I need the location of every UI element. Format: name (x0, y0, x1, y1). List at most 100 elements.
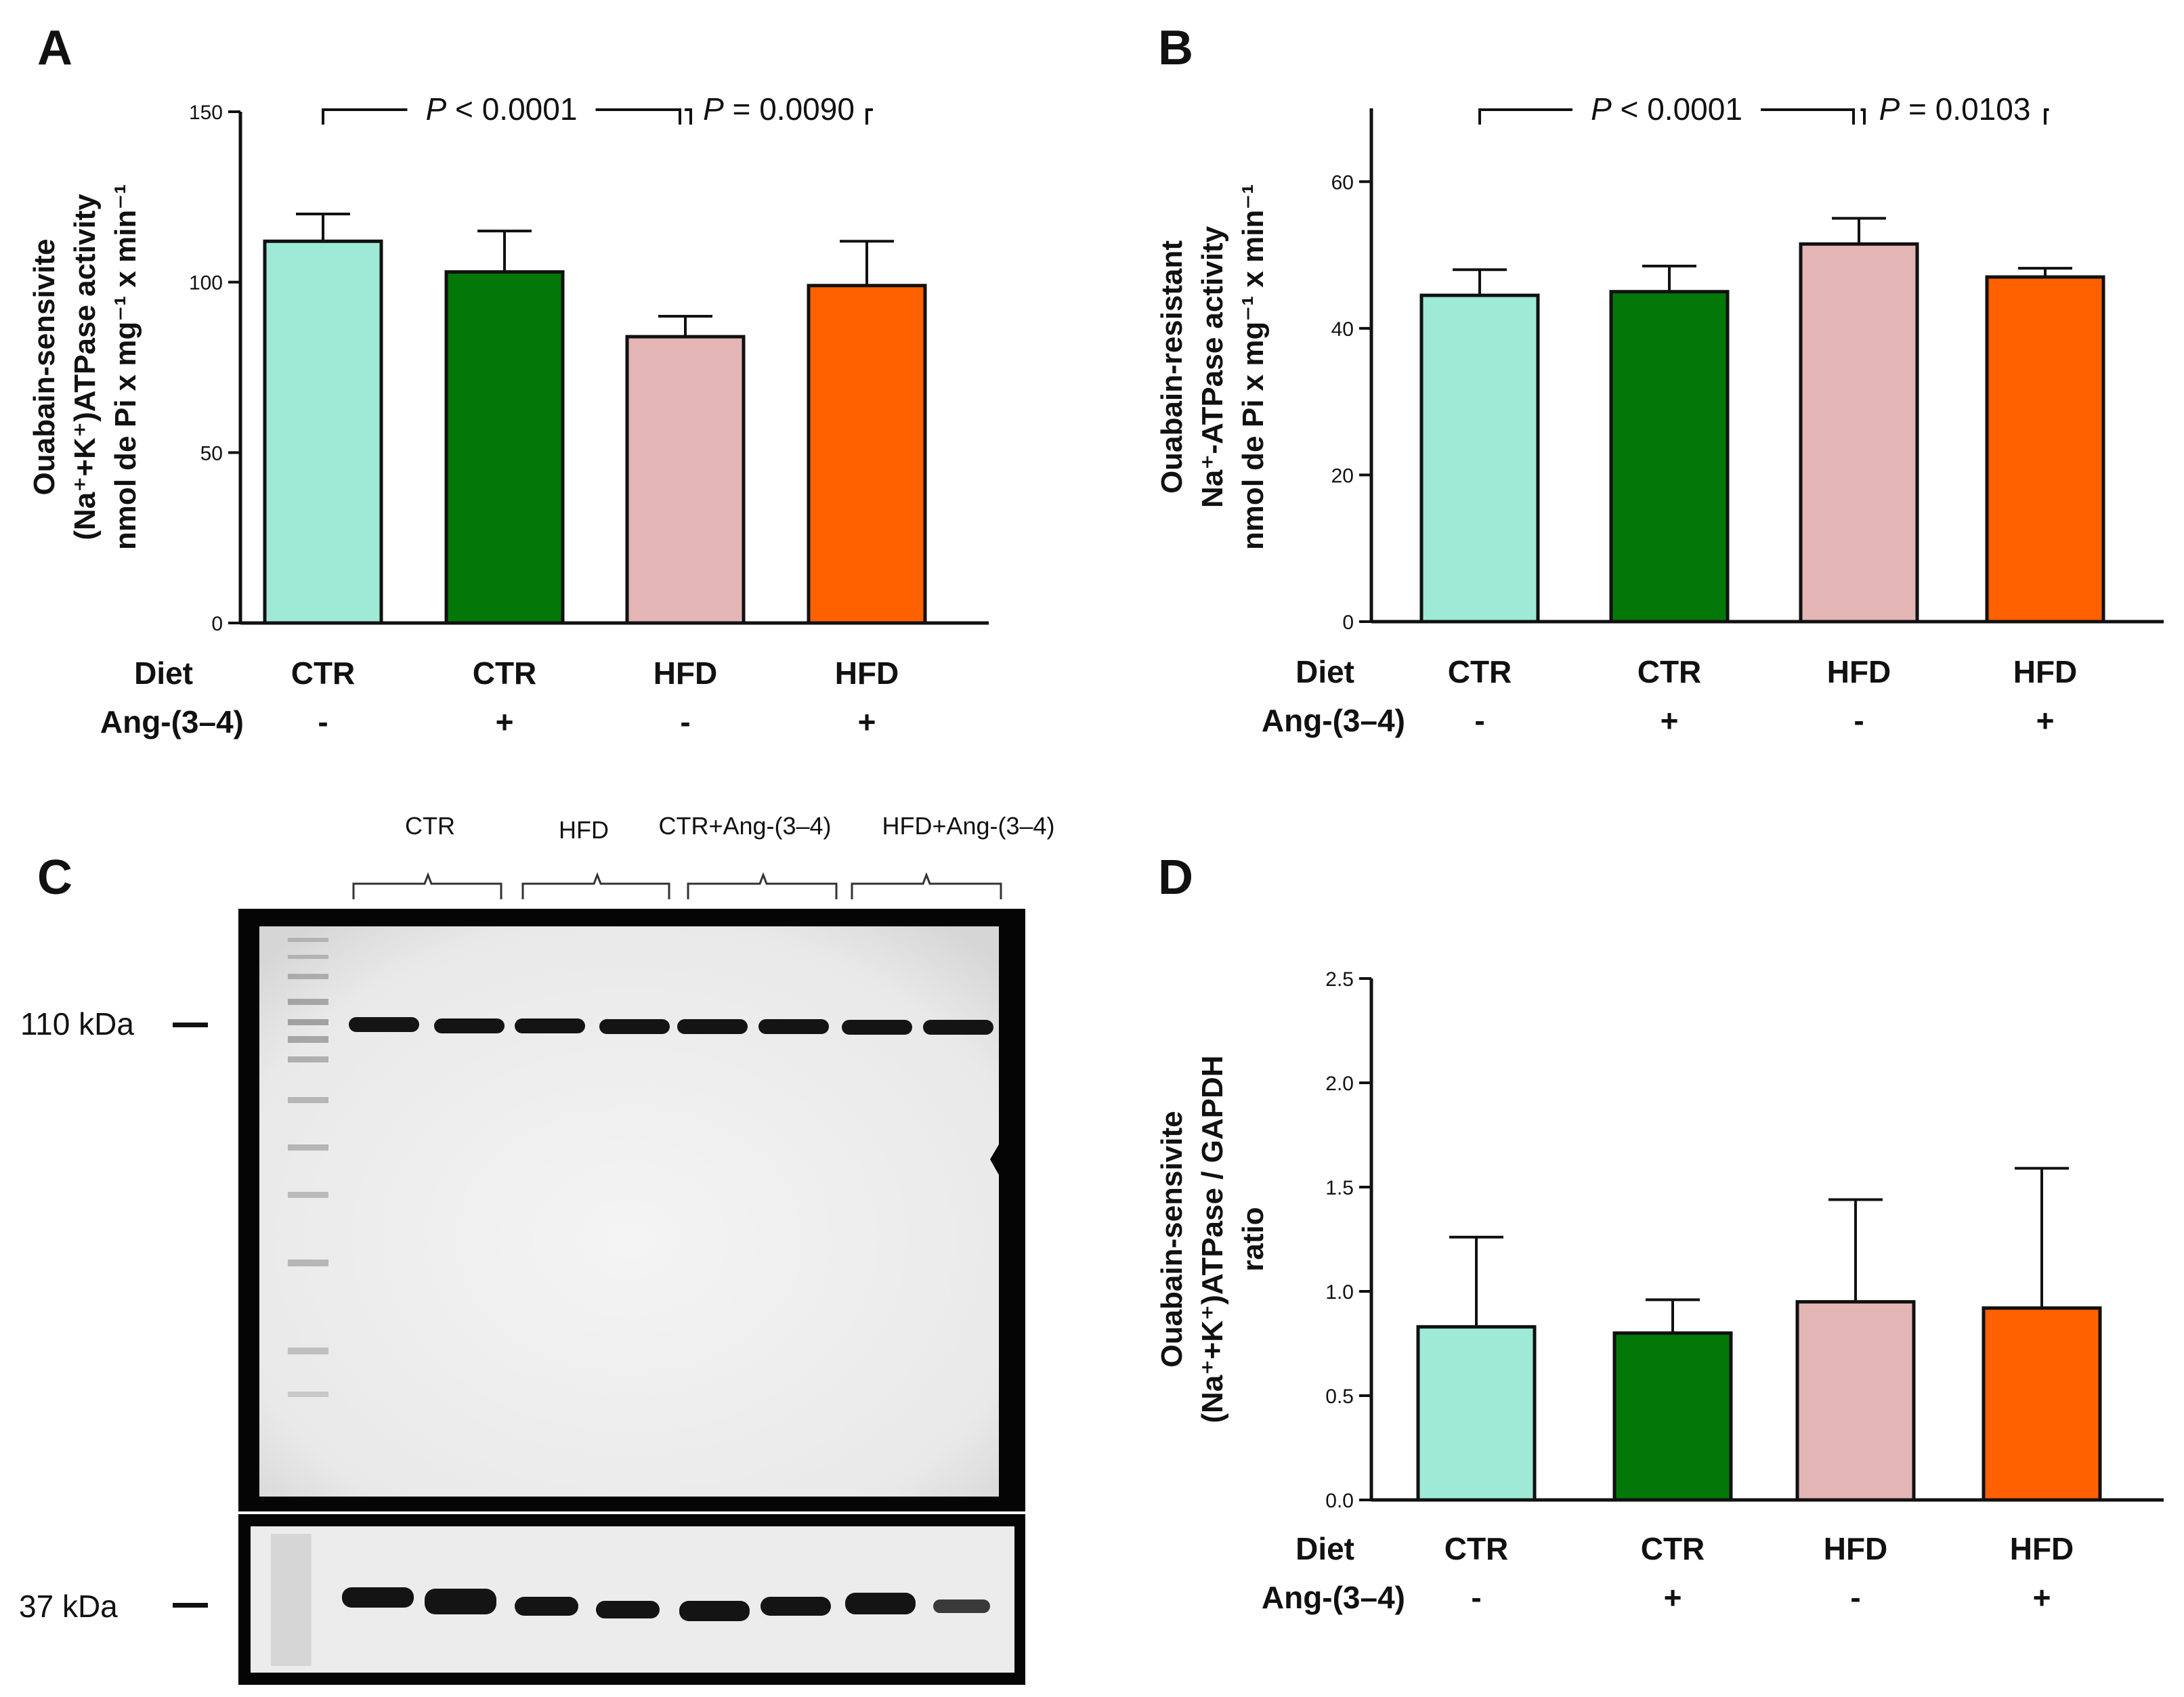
panel-b-chart: 0 20 40 60 Ouabain-resistant Na⁺-ATPase activ… (1155, 91, 2164, 738)
panel-b-diet-label: CTR (1448, 654, 1512, 689)
lane-group-brace-ctr-ang (687, 872, 838, 899)
panel-d-row-label-diet: Diet (1296, 1531, 1354, 1566)
panel-b-y-axis-label: Na⁺-ATPase activity (1196, 225, 1229, 508)
panel-a-treatment-label: - (680, 704, 690, 739)
panel-a-y-axis-label: nmol de Pi x mg⁻¹ x min⁻¹ (109, 184, 142, 550)
lane-group-brace-hfd-ang (851, 872, 1002, 899)
panel-b-treatment-label: - (1474, 703, 1484, 738)
panel-a-chart: 0 50 100 150 Ouabain-sensivite (Na⁺+K⁺)ATPase… (28, 91, 989, 739)
panel-b-y-axis-label: nmol de Pi x mg⁻¹ x min⁻¹ (1237, 184, 1270, 550)
panel-b-bar (1609, 290, 1730, 624)
lane-group-label-hfd-ang: HFD+Ang-(3–4) (882, 812, 1054, 840)
lane-group-label-ctr-ang: CTR+Ang-(3–4) (658, 812, 831, 840)
panel-b-significance-label: P = 0.0103 (1879, 91, 2031, 127)
panel-b-y-tick-label: 40 (1331, 318, 1354, 341)
panel-letter-b: B (1158, 21, 1193, 75)
panel-letter-c: C (37, 851, 72, 905)
panel-a-y-tick-label: 150 (189, 102, 223, 124)
panel-a-significance-bracket (685, 108, 873, 125)
panel-d-bar (1612, 1331, 1733, 1502)
panel-b-y-tick-label: 20 (1331, 465, 1354, 487)
panel-d-y-tick-label: 1.5 (1325, 1177, 1354, 1199)
panel-d-bar (1795, 1299, 1916, 1502)
panel-b-y-tick-label: 0 (1342, 611, 1354, 634)
marker-label-37kda: 37 kDa (19, 1589, 118, 1624)
panel-letter-a: A (37, 21, 72, 75)
panel-d-row-label-treatment: Ang-(3–4) (1262, 1580, 1405, 1615)
bands-37kda (342, 1587, 990, 1621)
panel-b-row-label-treatment: Ang-(3–4) (1262, 703, 1405, 738)
panel-a-row-label-diet: Diet (134, 656, 193, 691)
panel-b-bar (1985, 275, 2105, 624)
membrane-notch (990, 1144, 999, 1175)
panel-d-treatment-label: + (1664, 1580, 1682, 1615)
panel-d-y-axis-label: Ouabain-sensivite (1155, 1111, 1189, 1367)
panel-c-blot: CTR HFD CTR+Ang-(3–4) HFD+Ang-(3–4) (19, 812, 1055, 1685)
panel-d-y-tick-label: 0.0 (1325, 1490, 1354, 1512)
panel-d-diet-label: CTR (1641, 1531, 1705, 1566)
panel-a-y-tick-label: 50 (200, 442, 223, 465)
panel-a-significance-label: P = 0.0090 (703, 91, 855, 127)
panel-a-diet-label: CTR (473, 656, 537, 691)
panel-d-diet-label: HFD (1824, 1531, 1888, 1566)
panel-a-diet-label: HFD (835, 656, 899, 691)
panel-b-y-axis-label: Ouabain-resistant (1155, 240, 1189, 494)
panel-d-treatment-label: - (1471, 1580, 1481, 1615)
marker-dash-37kda (173, 1603, 208, 1608)
panel-d-bar (1982, 1306, 2102, 1502)
panel-b-significance-bracket (1860, 108, 2049, 125)
panel-b-treatment-label: + (2036, 703, 2055, 738)
marker-label-110kda: 110 kDa (20, 1006, 134, 1041)
lane-group-brace-ctr (352, 872, 502, 899)
panel-a-treatment-label: + (496, 704, 514, 739)
panel-a-y-tick-label: 0 (211, 613, 223, 635)
panel-a-y-axis-label: (Na⁺+K⁺)ATPase activity (68, 194, 102, 540)
panel-b-treatment-label: - (1854, 703, 1864, 738)
panel-a-diet-label: CTR (291, 656, 356, 691)
panel-d-y-tick-label: 2.0 (1325, 1073, 1354, 1095)
panel-a-significance-bracket (322, 108, 681, 125)
lane-group-brace-hfd (521, 872, 670, 899)
panel-b-significance-bracket (1478, 108, 1855, 125)
panel-b-diet-label: CTR (1637, 654, 1702, 689)
panel-b-bar (1419, 293, 1540, 624)
panel-a-significance-label: P < 0.0001 (426, 91, 578, 127)
marker-dash-110kda (173, 1023, 208, 1027)
panel-d-y-tick-label: 1.0 (1325, 1281, 1354, 1304)
ladder-lower (271, 1534, 312, 1666)
panel-a-y-tick-label: 100 (189, 272, 223, 295)
panel-d-diet-label: HFD (2010, 1531, 2074, 1566)
bands-110kda (349, 1017, 993, 1035)
panel-b-treatment-label: + (1661, 703, 1679, 738)
panel-d-bar (1416, 1325, 1537, 1502)
panel-a-diet-label: HFD (654, 656, 718, 691)
panel-a-row-label-treatment: Ang-(3–4) (100, 704, 244, 739)
lane-group-label-ctr: CTR (405, 812, 455, 840)
panel-a-bar (444, 270, 565, 625)
panel-b-y-tick-label: 60 (1331, 171, 1354, 194)
panel-b-diet-label: HFD (2013, 654, 2078, 689)
panel-d-y-axis-label: ratio (1237, 1207, 1270, 1271)
panel-b-significance-label: P < 0.0001 (1591, 91, 1742, 127)
panel-a-bar (807, 284, 927, 625)
panel-b-diet-label: HFD (1827, 654, 1891, 689)
panel-d-y-axis-label: (Na⁺+K⁺)ATPase / GAPDH (1196, 1055, 1229, 1423)
panel-letter-d: D (1158, 851, 1193, 905)
panel-a-bar (263, 239, 383, 625)
panel-d-y-tick-label: 0.5 (1325, 1385, 1354, 1408)
panel-d-diet-label: CTR (1444, 1531, 1509, 1566)
ladder-upper (288, 938, 328, 1397)
blot-membrane-upper (259, 926, 999, 1497)
panel-d-chart: 0.0 0.5 1.0 1.5 2.0 2.5 Ouabain-sensivite (Na⁺+… (1155, 968, 2164, 1615)
panel-a-bar (625, 335, 746, 625)
panel-b-row-label-diet: Diet (1296, 654, 1354, 689)
panel-a-treatment-label: + (858, 704, 876, 739)
panel-d-treatment-label: - (1850, 1580, 1860, 1615)
lane-group-label-hfd: HFD (559, 816, 609, 844)
panel-b-bar (1799, 242, 1919, 624)
panel-a-y-axis-label: Ouabain-sensivite (28, 238, 61, 495)
panel-a-treatment-label: - (318, 704, 328, 739)
panel-d-treatment-label: + (2033, 1580, 2051, 1615)
panel-d-y-tick-label: 2.5 (1325, 968, 1354, 991)
